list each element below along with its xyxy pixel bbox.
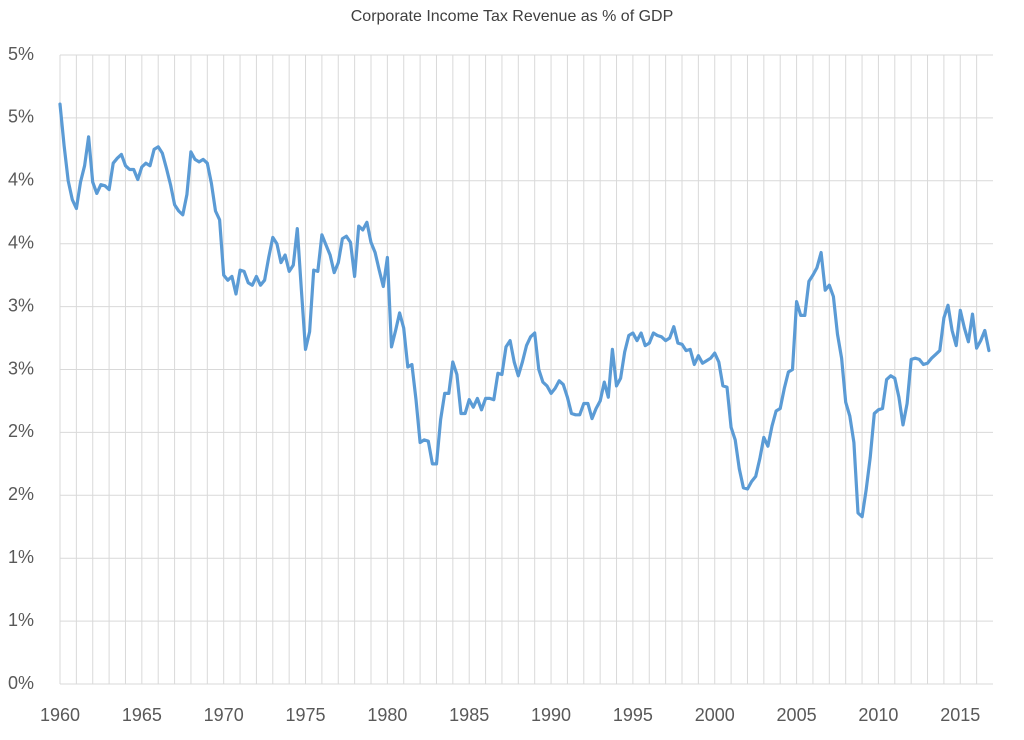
data-line <box>58 102 991 519</box>
y-tick-label: 1% <box>8 610 34 630</box>
y-tick-label: 3% <box>8 358 34 378</box>
x-tick-label: 1990 <box>531 705 571 725</box>
y-tick-label: 5% <box>8 107 34 127</box>
x-tick-label: 2005 <box>777 705 817 725</box>
chart-title: Corporate Income Tax Revenue as % of GDP <box>351 8 674 25</box>
y-tick-label: 0% <box>8 673 34 693</box>
x-tick-label: 2010 <box>858 705 898 725</box>
y-tick-label: 4% <box>8 232 34 252</box>
x-tick-label: 1995 <box>613 705 653 725</box>
y-tick-label: 2% <box>8 484 34 504</box>
y-tick-label: 5% <box>8 44 34 64</box>
x-tick-label: 1970 <box>204 705 244 725</box>
x-tick-label: 2000 <box>695 705 735 725</box>
y-tick-label: 3% <box>8 295 34 315</box>
x-tick-label: 2015 <box>940 705 980 725</box>
x-tick-label: 1985 <box>449 705 489 725</box>
y-tick-label: 2% <box>8 421 34 441</box>
x-tick-label: 1980 <box>367 705 407 725</box>
x-tick-label: 1975 <box>286 705 326 725</box>
x-tick-label: 1960 <box>40 705 80 725</box>
y-tick-label: 4% <box>8 170 34 190</box>
x-tick-label: 1965 <box>122 705 162 725</box>
y-tick-label: 1% <box>8 547 34 567</box>
